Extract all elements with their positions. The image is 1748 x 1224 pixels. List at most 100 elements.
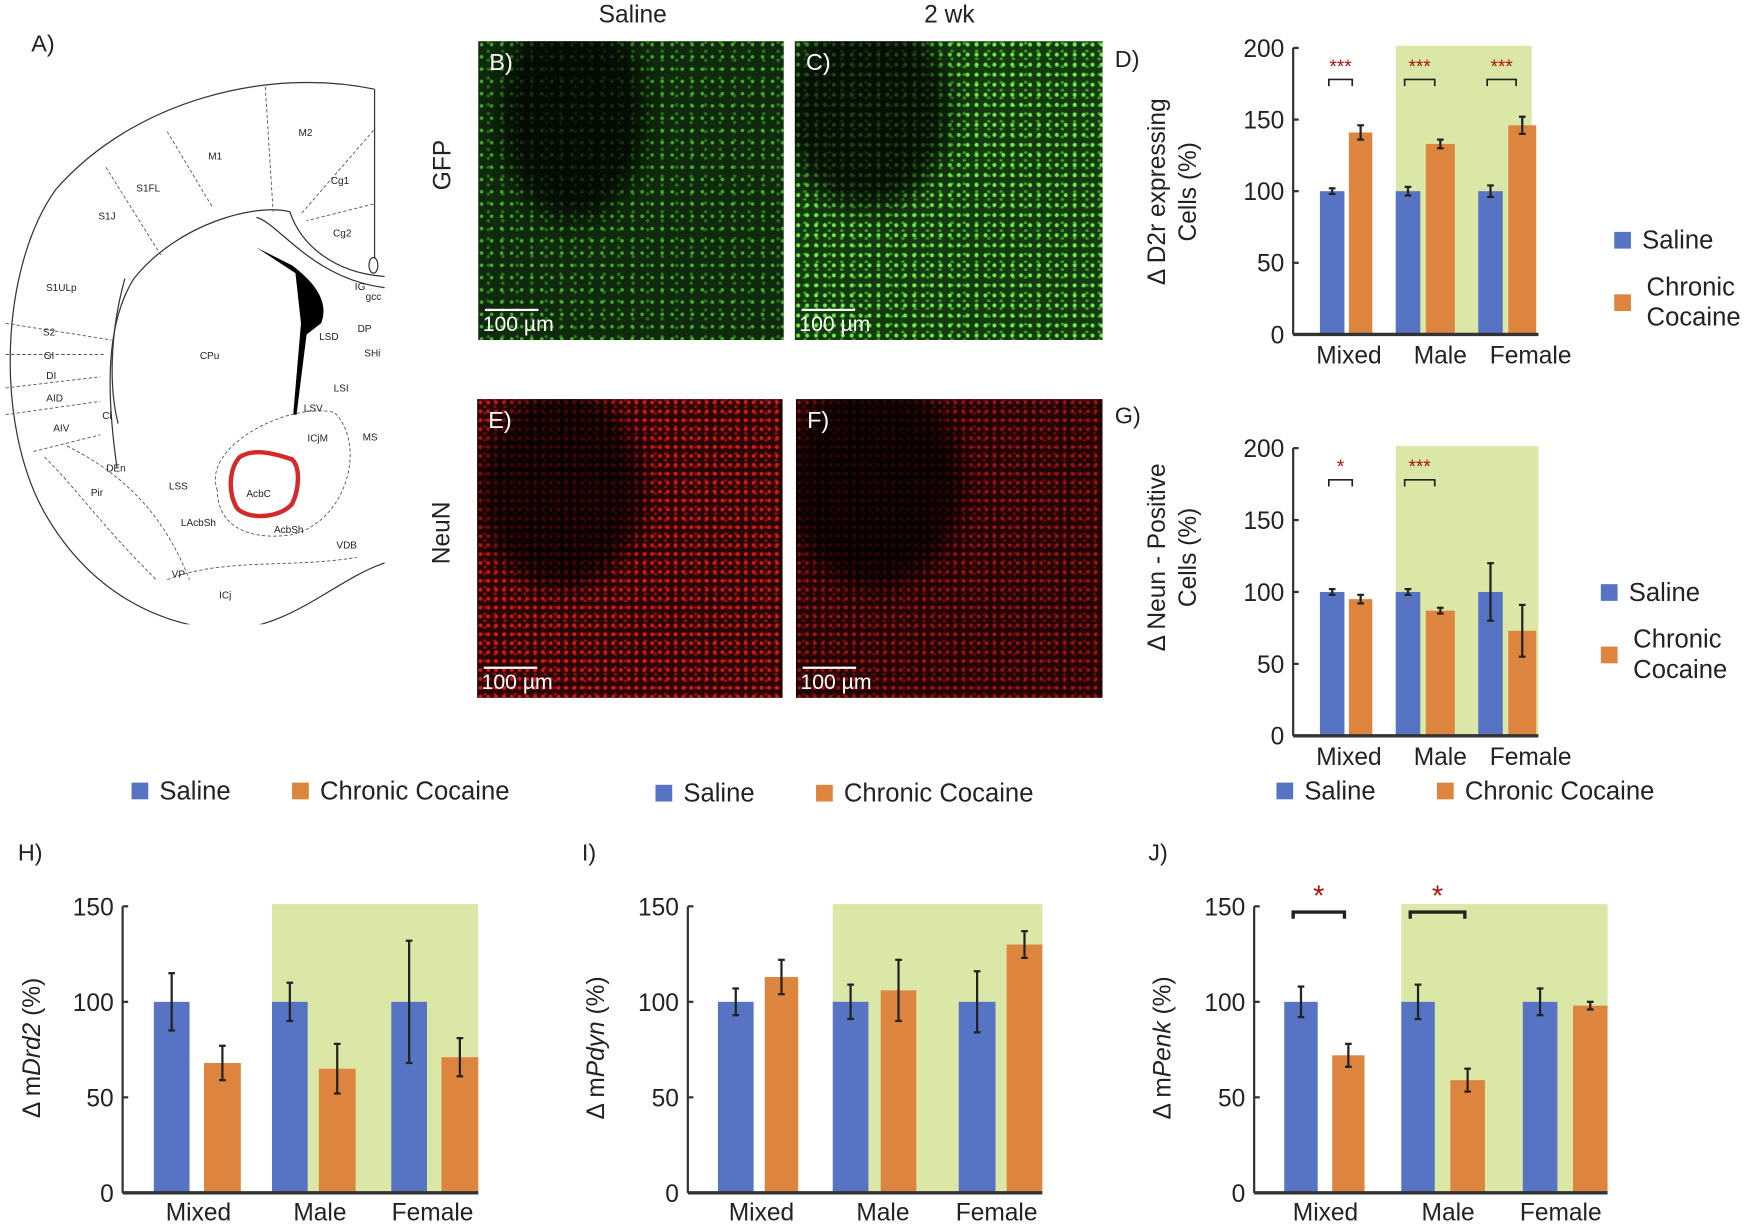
y-tick-label: 0 [1232,1181,1246,1208]
legend-h-saline: Saline [131,775,231,806]
x-tick-label-male: Male [1422,1200,1475,1224]
y-tick-label: 50 [1218,1085,1245,1112]
significance-marker: *** [1329,57,1352,78]
cocaine-swatch [1436,782,1454,800]
panel-label-f: F) [807,408,830,434]
bar-saline-male [832,1001,869,1193]
atlas-label-cg2: Cg2 [333,228,352,239]
y-tick-label: 100 [638,990,679,1017]
bar-cocaine-male [1425,610,1455,736]
bar-cocaine-mixed [1348,599,1373,736]
atlas-label-di: DI [46,371,56,382]
scale-bar [483,666,538,669]
legend-j-cocaine: Chronic Cocaine [1436,775,1655,806]
x-tick-label-male: Male [856,1200,909,1224]
bar-cocaine-male [880,990,917,1193]
significance-marker: *** [1409,57,1432,78]
x-tick-label-mixed: Mixed [1316,744,1381,771]
x-tick-label-female: Female [956,1200,1038,1224]
bar-cocaine-mixed [204,1062,241,1193]
column-header-2wk: 2 wk [924,0,975,28]
significance-marker: * [1337,457,1345,478]
panel-label-i: I) [581,840,597,867]
panel-label-h: H) [17,840,43,867]
chart-j: 0 50 100 150 Mixed Male Female * * Δ mPenk (%) [1150,880,1608,1224]
acbc-highlight-outline [228,450,301,519]
legend-label: Cocaine [1646,302,1741,332]
bar-saline-female [958,1001,996,1193]
atlas-label-s1fl: S1FL [136,184,160,195]
legend-d-cocaine: Chronic Cocaine [1614,272,1741,332]
y-tick-label: 0 [100,1181,114,1208]
atlas-label-aiv: AIV [53,423,69,434]
y-axis-label-line: Cells (%) [1175,508,1202,607]
y-axis-label: Δ D2r expressing Cells (%) [1144,98,1202,285]
scale-bar-label: 100 µm [800,671,872,695]
legend-label: Chronic Cocaine [1464,775,1655,805]
y-tick-label: 200 [1243,36,1284,63]
atlas-label-acbc: AcbC [246,489,271,500]
panel-label-e: E) [488,408,512,434]
legend-d-saline: Saline [1614,225,1713,255]
cocaine-swatch [1614,293,1631,311]
y-tick-label: 100 [1243,580,1284,607]
bar-cocaine-male [1450,1080,1485,1193]
atlas-label-icj: ICj [219,591,231,602]
y-tick-label: 50 [1257,652,1284,679]
y-tick-label: 150 [638,894,679,921]
bar-saline-mixed [1319,191,1345,335]
saline-swatch [131,782,149,800]
scale-bar [802,666,857,669]
y-axis-label-suffix: (%) [583,976,610,1021]
atlas-label-den: DEn [106,464,125,475]
y-tick-label: 150 [1243,508,1284,535]
significance-marker: * [1432,880,1443,912]
bar-cocaine-mixed [1332,1055,1365,1193]
atlas-label-m1: M1 [208,151,222,162]
y-tick-label: 100 [1204,990,1245,1017]
x-tick-label-mixed: Mixed [1293,1200,1358,1224]
atlas-label-gi: GI [44,351,55,362]
atlas-label-m2: M2 [298,128,312,139]
y-axis-label-gene: Penk [1150,1020,1177,1078]
y-axis-label-prefix: Δ m [19,1076,46,1118]
significance-bracket [1328,478,1354,487]
atlas-label-lsi: LSI [334,383,349,394]
panel-label-a: A) [31,31,55,57]
atlas-label-cpu: CPu [200,351,219,362]
atlas-label-icjm: ICjM [307,433,328,444]
y-axis-label-gene: Drd2 [19,1022,46,1076]
bar-saline-mixed [153,1001,190,1193]
bar-cocaine-male [1425,143,1455,335]
legend-label: Chronic [1646,272,1735,301]
x-tick-label-mixed: Mixed [729,1200,794,1224]
y-tick-label: 150 [1243,107,1284,134]
atlas-label-s2: S2 [43,328,56,339]
y-axis-label-suffix: (%) [19,978,46,1023]
y-tick-label: 150 [1204,894,1245,921]
legend-i-cocaine: Chronic Cocaine [816,778,1033,808]
y-axis-label-prefix: Δ m [1150,1077,1177,1119]
x-tick-label-female: Female [1490,342,1572,369]
legend-j-saline: Saline [1276,776,1376,806]
y-axis-label-line: Cells (%) [1175,142,1202,241]
chart-d: 0 50 100 150 200 Mixed Male Female *** *** *** Δ D2… [1144,36,1572,370]
significance-marker: *** [1409,457,1432,478]
micrograph-neun-saline: E) 100 µm [477,399,783,698]
atlas-label-s1j: S1J [98,212,115,223]
cocaine-swatch [1600,646,1618,663]
atlas-label-vp: VP [172,569,186,580]
saline-swatch [655,784,673,802]
scale-bar-label: 100 µm [799,313,871,337]
significance-bracket [1408,910,1467,919]
legend-label: Chronic [1633,624,1722,654]
bar-saline-mixed [1319,591,1345,736]
micrograph-neun-2wk: F) 100 µm [795,399,1103,698]
significance-bracket [1328,78,1354,87]
y-tick-label: 50 [1257,251,1284,278]
atlas-label-gcc: gcc [366,292,382,303]
legend-label: Saline [159,775,231,805]
x-tick-label-female: Female [392,1200,474,1224]
legend-label: Saline [1642,225,1714,255]
